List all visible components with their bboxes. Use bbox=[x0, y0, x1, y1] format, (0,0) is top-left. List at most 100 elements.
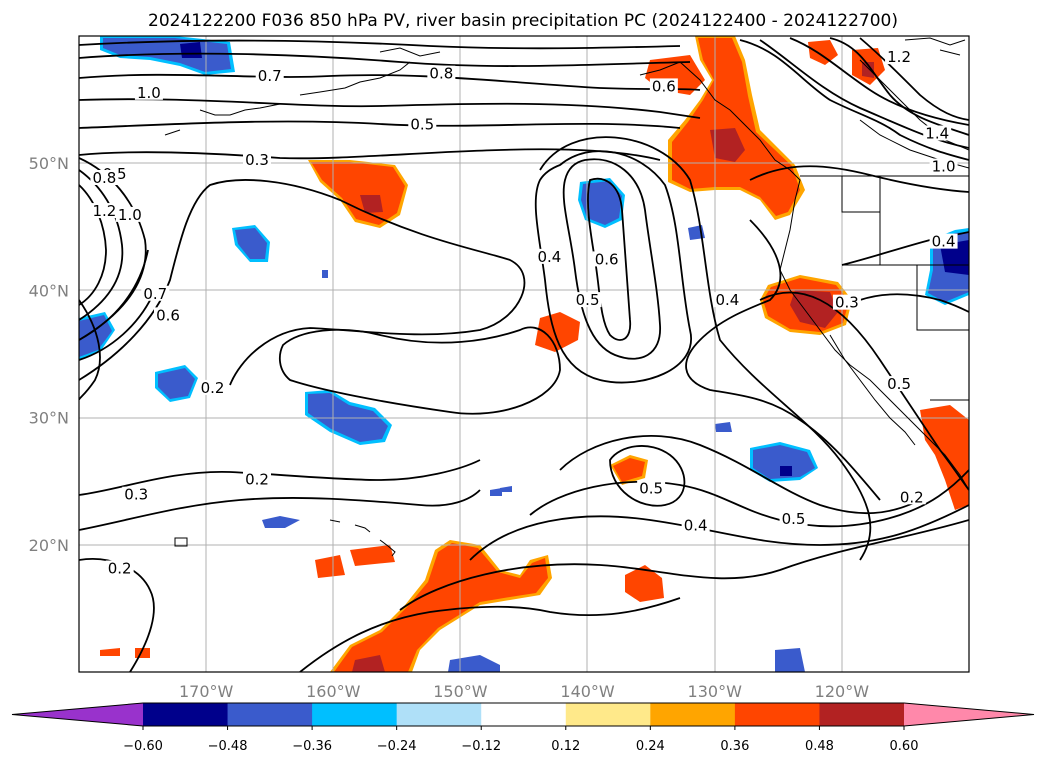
contour-label-bg bbox=[637, 480, 666, 496]
pv-contour bbox=[534, 150, 692, 384]
precip-blob bbox=[232, 225, 270, 262]
contour-label: 0.3 bbox=[835, 294, 859, 312]
map-background bbox=[79, 36, 969, 672]
colorbar-tick-label: 0.12 bbox=[551, 739, 580, 754]
pv-contour bbox=[587, 177, 632, 341]
contour-label: 0.6 bbox=[595, 250, 619, 268]
precip-blob bbox=[315, 545, 395, 578]
latitude-labels: 50°N 40°N 30°N 20°N bbox=[29, 154, 69, 555]
longitude-label: 170°W bbox=[179, 682, 234, 701]
contour-label-bg bbox=[897, 489, 926, 505]
contour-label: 0.6 bbox=[156, 306, 180, 324]
map-title: 2024122200 F036 850 hPa PV, river basin … bbox=[148, 11, 898, 31]
contour-labels: 0.71.00.80.50.61.21.41.00.30.50.81.21.00… bbox=[90, 48, 958, 578]
contour-label: 0.4 bbox=[537, 248, 561, 266]
pv-contour bbox=[79, 489, 481, 531]
colorbar-swatch bbox=[650, 703, 736, 726]
pv-contour bbox=[685, 219, 881, 501]
contour-label: 0.2 bbox=[900, 488, 924, 506]
contour-label: 1.0 bbox=[932, 158, 956, 176]
map-frame bbox=[78, 35, 970, 673]
pv-contour bbox=[79, 558, 155, 672]
contour-label-bg bbox=[929, 233, 958, 249]
contour-label-bg bbox=[427, 65, 456, 81]
map-panel: 0.71.00.80.50.61.21.41.00.30.50.81.21.00… bbox=[78, 35, 970, 673]
contour-label: 0.4 bbox=[684, 516, 708, 534]
contour-label: 0.2 bbox=[245, 470, 269, 488]
colorbar-swatch bbox=[481, 703, 567, 726]
contour-label-bg bbox=[923, 125, 952, 141]
contour-label: 0.4 bbox=[932, 233, 956, 251]
longitude-label: 120°W bbox=[815, 682, 870, 701]
precip-blob bbox=[535, 312, 580, 352]
precip-blob bbox=[625, 565, 664, 602]
contour-label: 0.5 bbox=[639, 479, 663, 497]
contour-label-bg bbox=[90, 203, 119, 219]
colorbar-swatch bbox=[819, 703, 905, 726]
longitude-label: 140°W bbox=[560, 682, 615, 701]
pv-contour bbox=[79, 299, 101, 401]
precip-blob bbox=[100, 36, 235, 75]
contour-label-bg bbox=[713, 292, 742, 308]
pv-contour bbox=[79, 98, 701, 119]
pv-contour bbox=[79, 148, 661, 161]
pv-contour bbox=[79, 52, 691, 67]
contour-label-bg bbox=[255, 68, 284, 84]
contour-label: 1.2 bbox=[887, 48, 911, 66]
colorbar: −0.60 −0.48 −0.36 −0.24 −0.12 0.12 0.24 0.36 0.4… bbox=[11, 702, 1035, 754]
contour-label: 1.0 bbox=[118, 206, 142, 224]
contour-label-bg bbox=[573, 292, 602, 308]
pv-contour bbox=[79, 184, 107, 306]
contour-label: 0.2 bbox=[201, 379, 225, 397]
pv-contour bbox=[79, 249, 149, 341]
contour-label: 0.5 bbox=[576, 291, 600, 309]
latitude-label: 20°N bbox=[29, 536, 69, 555]
contour-label-bg bbox=[535, 248, 564, 264]
precip-blob bbox=[610, 455, 648, 485]
colorbar-tick-label: 0.60 bbox=[890, 739, 919, 754]
contour-label: 1.2 bbox=[92, 202, 116, 220]
contour-label: 1.4 bbox=[925, 124, 949, 142]
contour-label-bg bbox=[134, 84, 163, 100]
contour-label: 0.8 bbox=[92, 169, 116, 187]
precip-blob bbox=[448, 648, 805, 672]
contour-label-bg bbox=[649, 78, 678, 94]
contour-label: 0.5 bbox=[887, 375, 911, 393]
pv-contour bbox=[789, 37, 969, 126]
contour-label: 0.7 bbox=[258, 67, 282, 85]
pv-contour bbox=[759, 291, 969, 491]
contour-label: 0.6 bbox=[652, 77, 676, 95]
contour-label-bg bbox=[408, 116, 437, 132]
contour-label-bg bbox=[90, 170, 119, 186]
colorbar-tick-label: 0.24 bbox=[636, 739, 665, 754]
pv-contour bbox=[841, 231, 969, 266]
pv-contour bbox=[469, 504, 969, 561]
colorbar-swatch bbox=[227, 703, 313, 726]
contour-label: 0.7 bbox=[143, 285, 167, 303]
contour-label-bg bbox=[115, 206, 144, 222]
contour-label: 0.8 bbox=[429, 65, 453, 83]
contour-label-bg bbox=[105, 560, 134, 576]
colorbar-tick-label: 0.48 bbox=[805, 739, 834, 754]
latitude-label: 30°N bbox=[29, 409, 69, 428]
precip-blob bbox=[750, 442, 818, 482]
contour-label-bg bbox=[592, 251, 621, 267]
contour-label: 0.3 bbox=[124, 486, 148, 504]
precip-blob bbox=[155, 365, 198, 402]
precip-blob bbox=[578, 178, 625, 228]
colorbar-tick-label: −0.48 bbox=[208, 739, 248, 754]
colorbar-tick-label: −0.12 bbox=[461, 739, 501, 754]
pv-contour bbox=[749, 165, 969, 193]
pv-contour bbox=[79, 39, 681, 50]
contour-label-bg bbox=[681, 517, 710, 533]
contour-label: 0.5 bbox=[410, 116, 434, 134]
colorbar-swatch bbox=[143, 703, 229, 726]
precip-blob bbox=[668, 36, 805, 220]
precip-blob bbox=[100, 648, 150, 658]
contour-label: 1.0 bbox=[137, 84, 161, 102]
pv-contour bbox=[562, 158, 661, 360]
precip-blob bbox=[330, 540, 552, 672]
pv-contour bbox=[79, 120, 681, 129]
contour-label-bg bbox=[243, 152, 271, 168]
contour-label: 0.3 bbox=[245, 151, 269, 169]
